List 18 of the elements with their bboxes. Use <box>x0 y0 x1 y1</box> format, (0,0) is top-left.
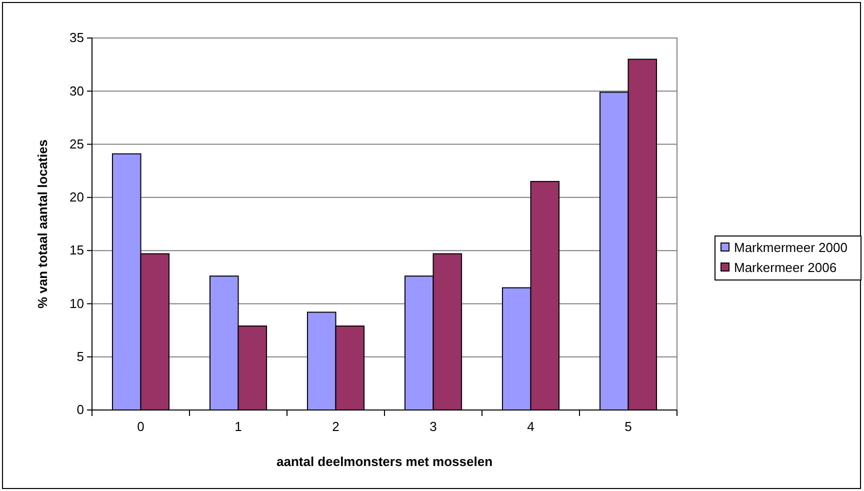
legend-label: Markmermeer 2000 <box>734 240 848 255</box>
y-tick-label: 5 <box>76 349 84 364</box>
y-tick-label: 15 <box>70 242 84 258</box>
y-tick-label: 20 <box>70 190 84 205</box>
x-tick-label: 5 <box>624 419 632 434</box>
x-tick-label: 4 <box>527 419 534 434</box>
legend-label: Markermeer 2006 <box>734 260 837 275</box>
y-axis-title: % van totaal aantal locaties <box>35 139 50 309</box>
y-tick-label: 10 <box>70 296 84 311</box>
x-tick-label: 1 <box>234 419 242 434</box>
x-tick-label: 3 <box>430 419 437 434</box>
x-tick-label: 0 <box>137 419 144 434</box>
y-tick-label: 25 <box>70 136 84 152</box>
y-tick-label: 30 <box>70 83 84 98</box>
y-tick-label: 35 <box>70 30 84 46</box>
x-tick-label: 2 <box>332 419 340 434</box>
x-axis-title: aantal deelmonsters met mosselen <box>276 454 493 469</box>
y-tick-label: 0 <box>76 402 84 418</box>
